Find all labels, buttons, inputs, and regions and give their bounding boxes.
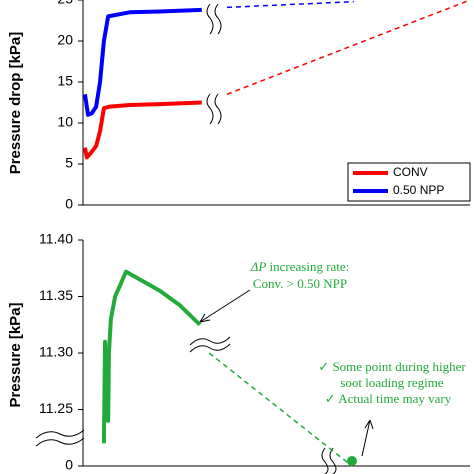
projection-line [208,352,353,467]
y-tick-label: 0 [65,196,73,212]
y-tick-label: 11.30 [39,344,73,360]
data-line [82,100,202,160]
legend-box [347,162,471,202]
y-tick-label: 11.25 [39,400,73,416]
annotation-symbol: ΔP [250,259,267,274]
y-tick-label: 15 [57,73,73,89]
annotation: Conv. > 0.50 NPP [253,276,347,291]
projection-line [226,0,354,9]
y-tick-label: 5 [65,155,73,171]
y-tick-label: 10 [57,114,73,130]
end-point [346,456,357,466]
axis-break [35,3,337,474]
data-line [101,269,202,444]
annotation-arrow [199,289,374,457]
y-tick-label: 25 [57,0,73,7]
annotation-text: increasing rate: [266,259,349,274]
projection-line [226,0,471,95]
y-tick-label: 11.35 [39,287,73,303]
annotation: ✓ Some point during higher [318,359,466,374]
y-tick-label: 11.40 [39,231,73,247]
y-tick-label: 0 [65,457,73,473]
y-axis-label: Pressure [kPa] [7,302,24,407]
annotation: ΔP increasing rate: [250,259,350,274]
y-tick-label: 20 [57,32,73,48]
legend-label: CONV [393,165,428,179]
y-axis-label: Pressure drop [kPa] [7,32,24,175]
data-line [82,7,202,117]
legend-label: 0.50 NPP [393,183,444,197]
annotation: ✓ Actual time may vary [325,391,452,406]
annotation: soot loading regime [340,375,443,390]
